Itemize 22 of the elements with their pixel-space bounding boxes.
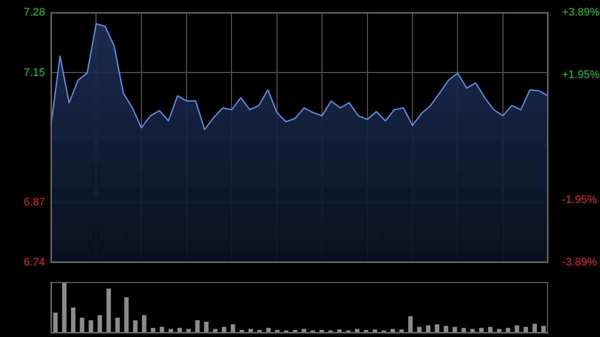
- y-tick-label: 7.15: [24, 66, 45, 79]
- y2-tick-label: +3.89%: [562, 6, 600, 19]
- bar: [124, 297, 129, 333]
- bar: [115, 318, 120, 333]
- bar: [53, 312, 58, 333]
- y2-tick-label: -1.95%: [562, 194, 598, 206]
- y-tick-label: 6.74: [24, 256, 45, 268]
- bar: [106, 288, 111, 333]
- y-tick-label: 7.28: [24, 6, 45, 19]
- bar: [80, 318, 84, 333]
- y2-tick-label: +1.95%: [562, 68, 600, 81]
- bar: [195, 320, 200, 333]
- bar: [98, 315, 102, 333]
- bar: [204, 322, 209, 333]
- y2-tick-label: -3.89%: [562, 256, 598, 268]
- bar: [62, 282, 67, 333]
- bar: [88, 320, 94, 333]
- y-tick-label: 6.87: [24, 196, 45, 208]
- bar: [408, 316, 413, 333]
- bar: [70, 308, 76, 333]
- bar: [133, 320, 138, 333]
- bar: [142, 315, 146, 333]
